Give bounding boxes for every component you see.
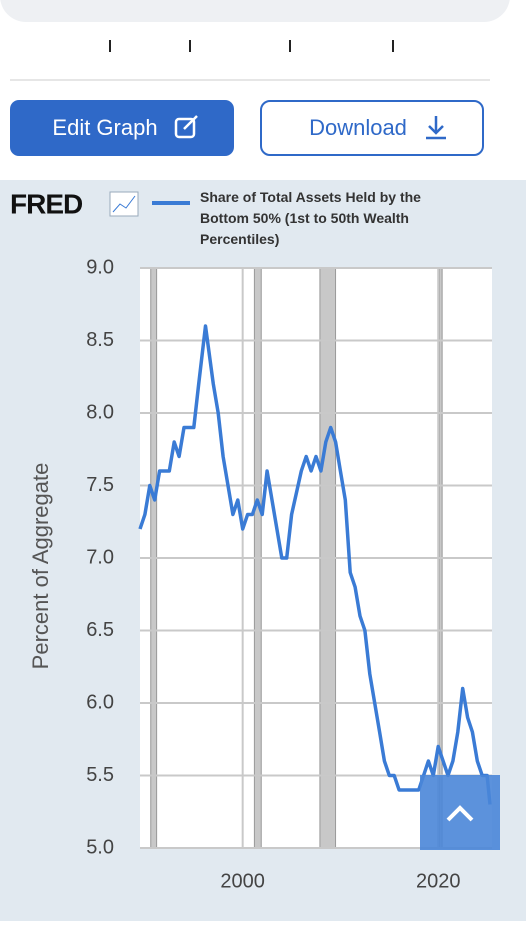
logo: FRED [10, 188, 83, 219]
x-tick-label: 2000 [220, 870, 265, 892]
edit-icon [174, 115, 198, 139]
url-bar[interactable] [0, 0, 510, 22]
data-line [138, 324, 492, 805]
download-label: Download [309, 115, 407, 140]
y-tick-label: 8.5 [86, 329, 114, 351]
y-axis-label: Percent of Aggregate [28, 463, 53, 670]
y-tick-label: 7.5 [86, 474, 114, 496]
x-tick-label: 2020 [416, 870, 461, 892]
download-button[interactable] [260, 100, 484, 156]
logo-icon [109, 191, 139, 217]
edit-button[interactable] [10, 100, 234, 156]
legend-label: Share of Total Assets Held by the Bottom … [200, 189, 421, 247]
y-tick-label: 6.5 [86, 619, 114, 641]
top-ticks [109, 40, 394, 52]
scroll-top-icon [446, 805, 474, 822]
y-tick-label: 5.5 [86, 764, 114, 786]
y-tick-label: 5.0 [86, 836, 114, 858]
edit-label: Edit Graph [52, 115, 157, 140]
y-tick-label: 9.0 [86, 256, 114, 278]
scroll-top-button[interactable] [420, 775, 500, 850]
y-tick-label: 8.0 [86, 401, 114, 423]
y-tick-label: 6.0 [86, 691, 114, 713]
download-icon [426, 116, 446, 140]
logo-icon-line [112, 195, 136, 213]
y-tick-label: 7.0 [86, 546, 114, 568]
